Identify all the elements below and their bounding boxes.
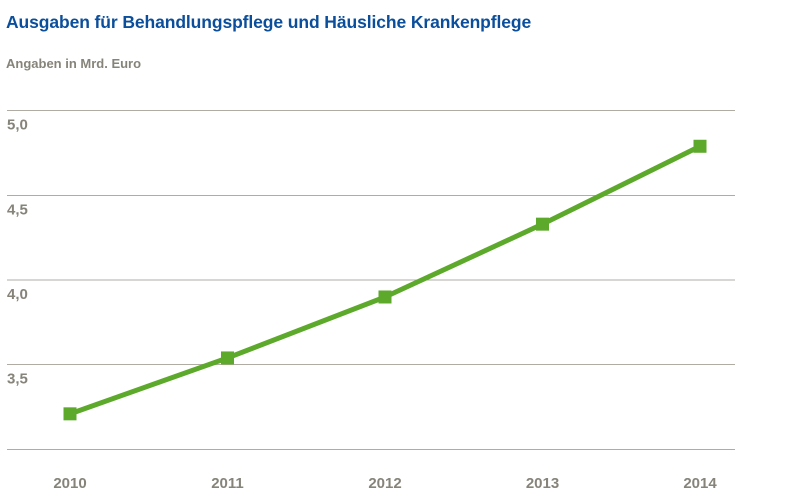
data-point-marker <box>536 217 549 231</box>
x-tick-label: 2013 <box>526 475 559 492</box>
x-tick-label: 2014 <box>683 475 717 492</box>
x-tick-label: 2012 <box>368 475 401 492</box>
chart-title: Ausgaben für Behandlungspflege und Häusl… <box>6 12 532 32</box>
grid-layer <box>7 110 735 450</box>
y-tick-label: 5,0 <box>7 117 28 134</box>
data-point-marker <box>63 407 77 421</box>
x-tick-label: 2011 <box>211 475 244 492</box>
y-tick-label: 3,5 <box>7 371 28 388</box>
x-tick-label: 2010 <box>53 475 86 492</box>
axis-label-layer: 3,5 4,0 4,5 5,0 2010 2011 2012 2013 2014 <box>7 117 717 492</box>
y-tick-label: 4,5 <box>7 201 28 218</box>
y-tick-label: 4,0 <box>7 286 28 303</box>
data-point-marker <box>221 351 234 365</box>
data-point-marker <box>693 139 707 153</box>
data-point-marker <box>378 290 392 304</box>
series-layer <box>63 139 707 421</box>
chart-unit-label: Angaben in Mrd. Euro <box>6 56 142 71</box>
